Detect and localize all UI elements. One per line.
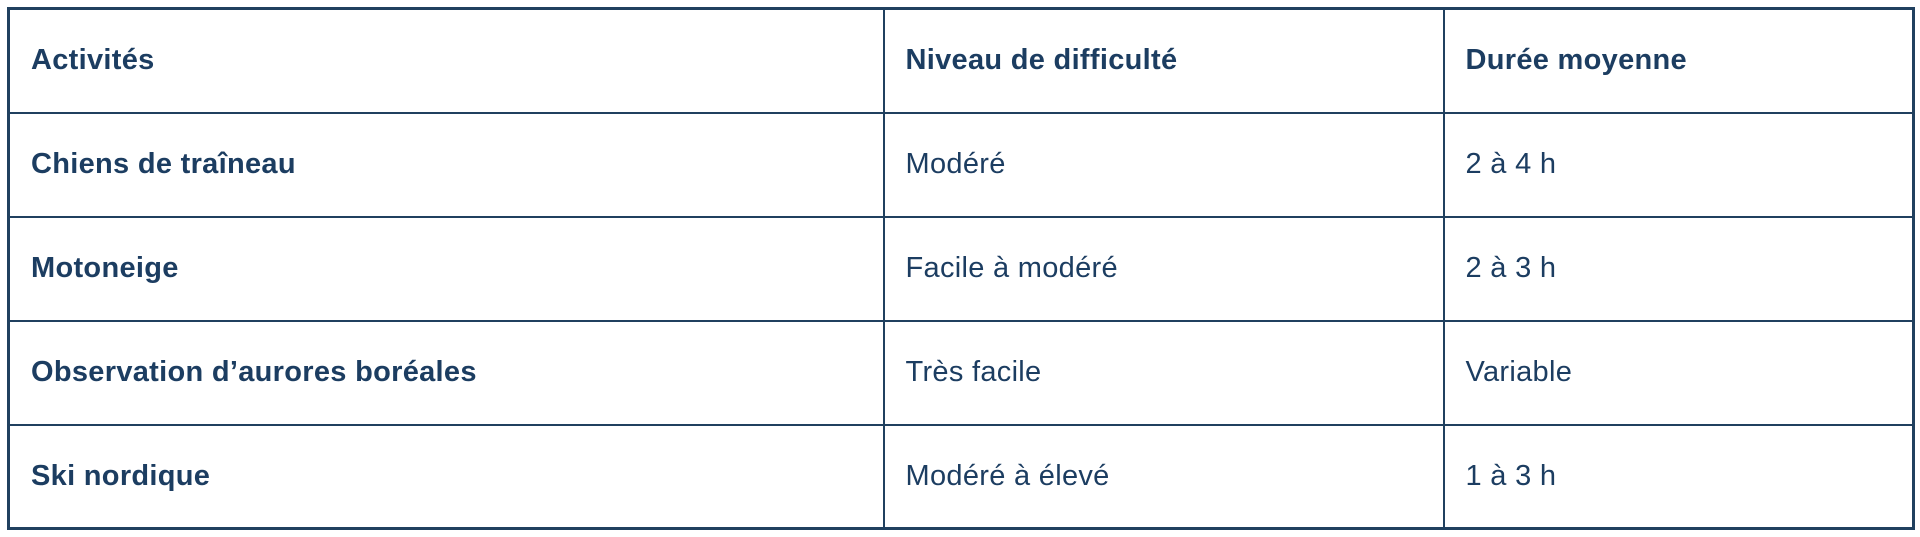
difficulty-value: Facile à modéré [882, 215, 1445, 322]
table-row: Motoneige Facile à modéré 2 à 3 h [7, 215, 1915, 322]
difficulty-value: Très facile [882, 319, 1445, 426]
column-header-duration: Durée moyenne [1442, 7, 1915, 114]
duration-value: 2 à 3 h [1442, 215, 1915, 322]
activity-name: Ski nordique [7, 423, 885, 530]
duration-value: 2 à 4 h [1442, 111, 1915, 218]
activity-name: Observation d’aurores boréales [7, 319, 885, 426]
activity-name: Chiens de traîneau [7, 111, 885, 218]
table-row: Chiens de traîneau Modéré 2 à 4 h [7, 111, 1915, 218]
activities-table: Activités Niveau de difficulté Durée moy… [7, 7, 1915, 530]
column-header-difficulty: Niveau de difficulté [882, 7, 1445, 114]
table-row: Observation d’aurores boréales Très faci… [7, 319, 1915, 426]
difficulty-value: Modéré à élevé [882, 423, 1445, 530]
column-header-activities: Activités [7, 7, 885, 114]
activity-name: Motoneige [7, 215, 885, 322]
duration-value: 1 à 3 h [1442, 423, 1915, 530]
table-row: Ski nordique Modéré à élevé 1 à 3 h [7, 423, 1915, 530]
table-header-row: Activités Niveau de difficulté Durée moy… [7, 7, 1915, 114]
duration-value: Variable [1442, 319, 1915, 426]
difficulty-value: Modéré [882, 111, 1445, 218]
